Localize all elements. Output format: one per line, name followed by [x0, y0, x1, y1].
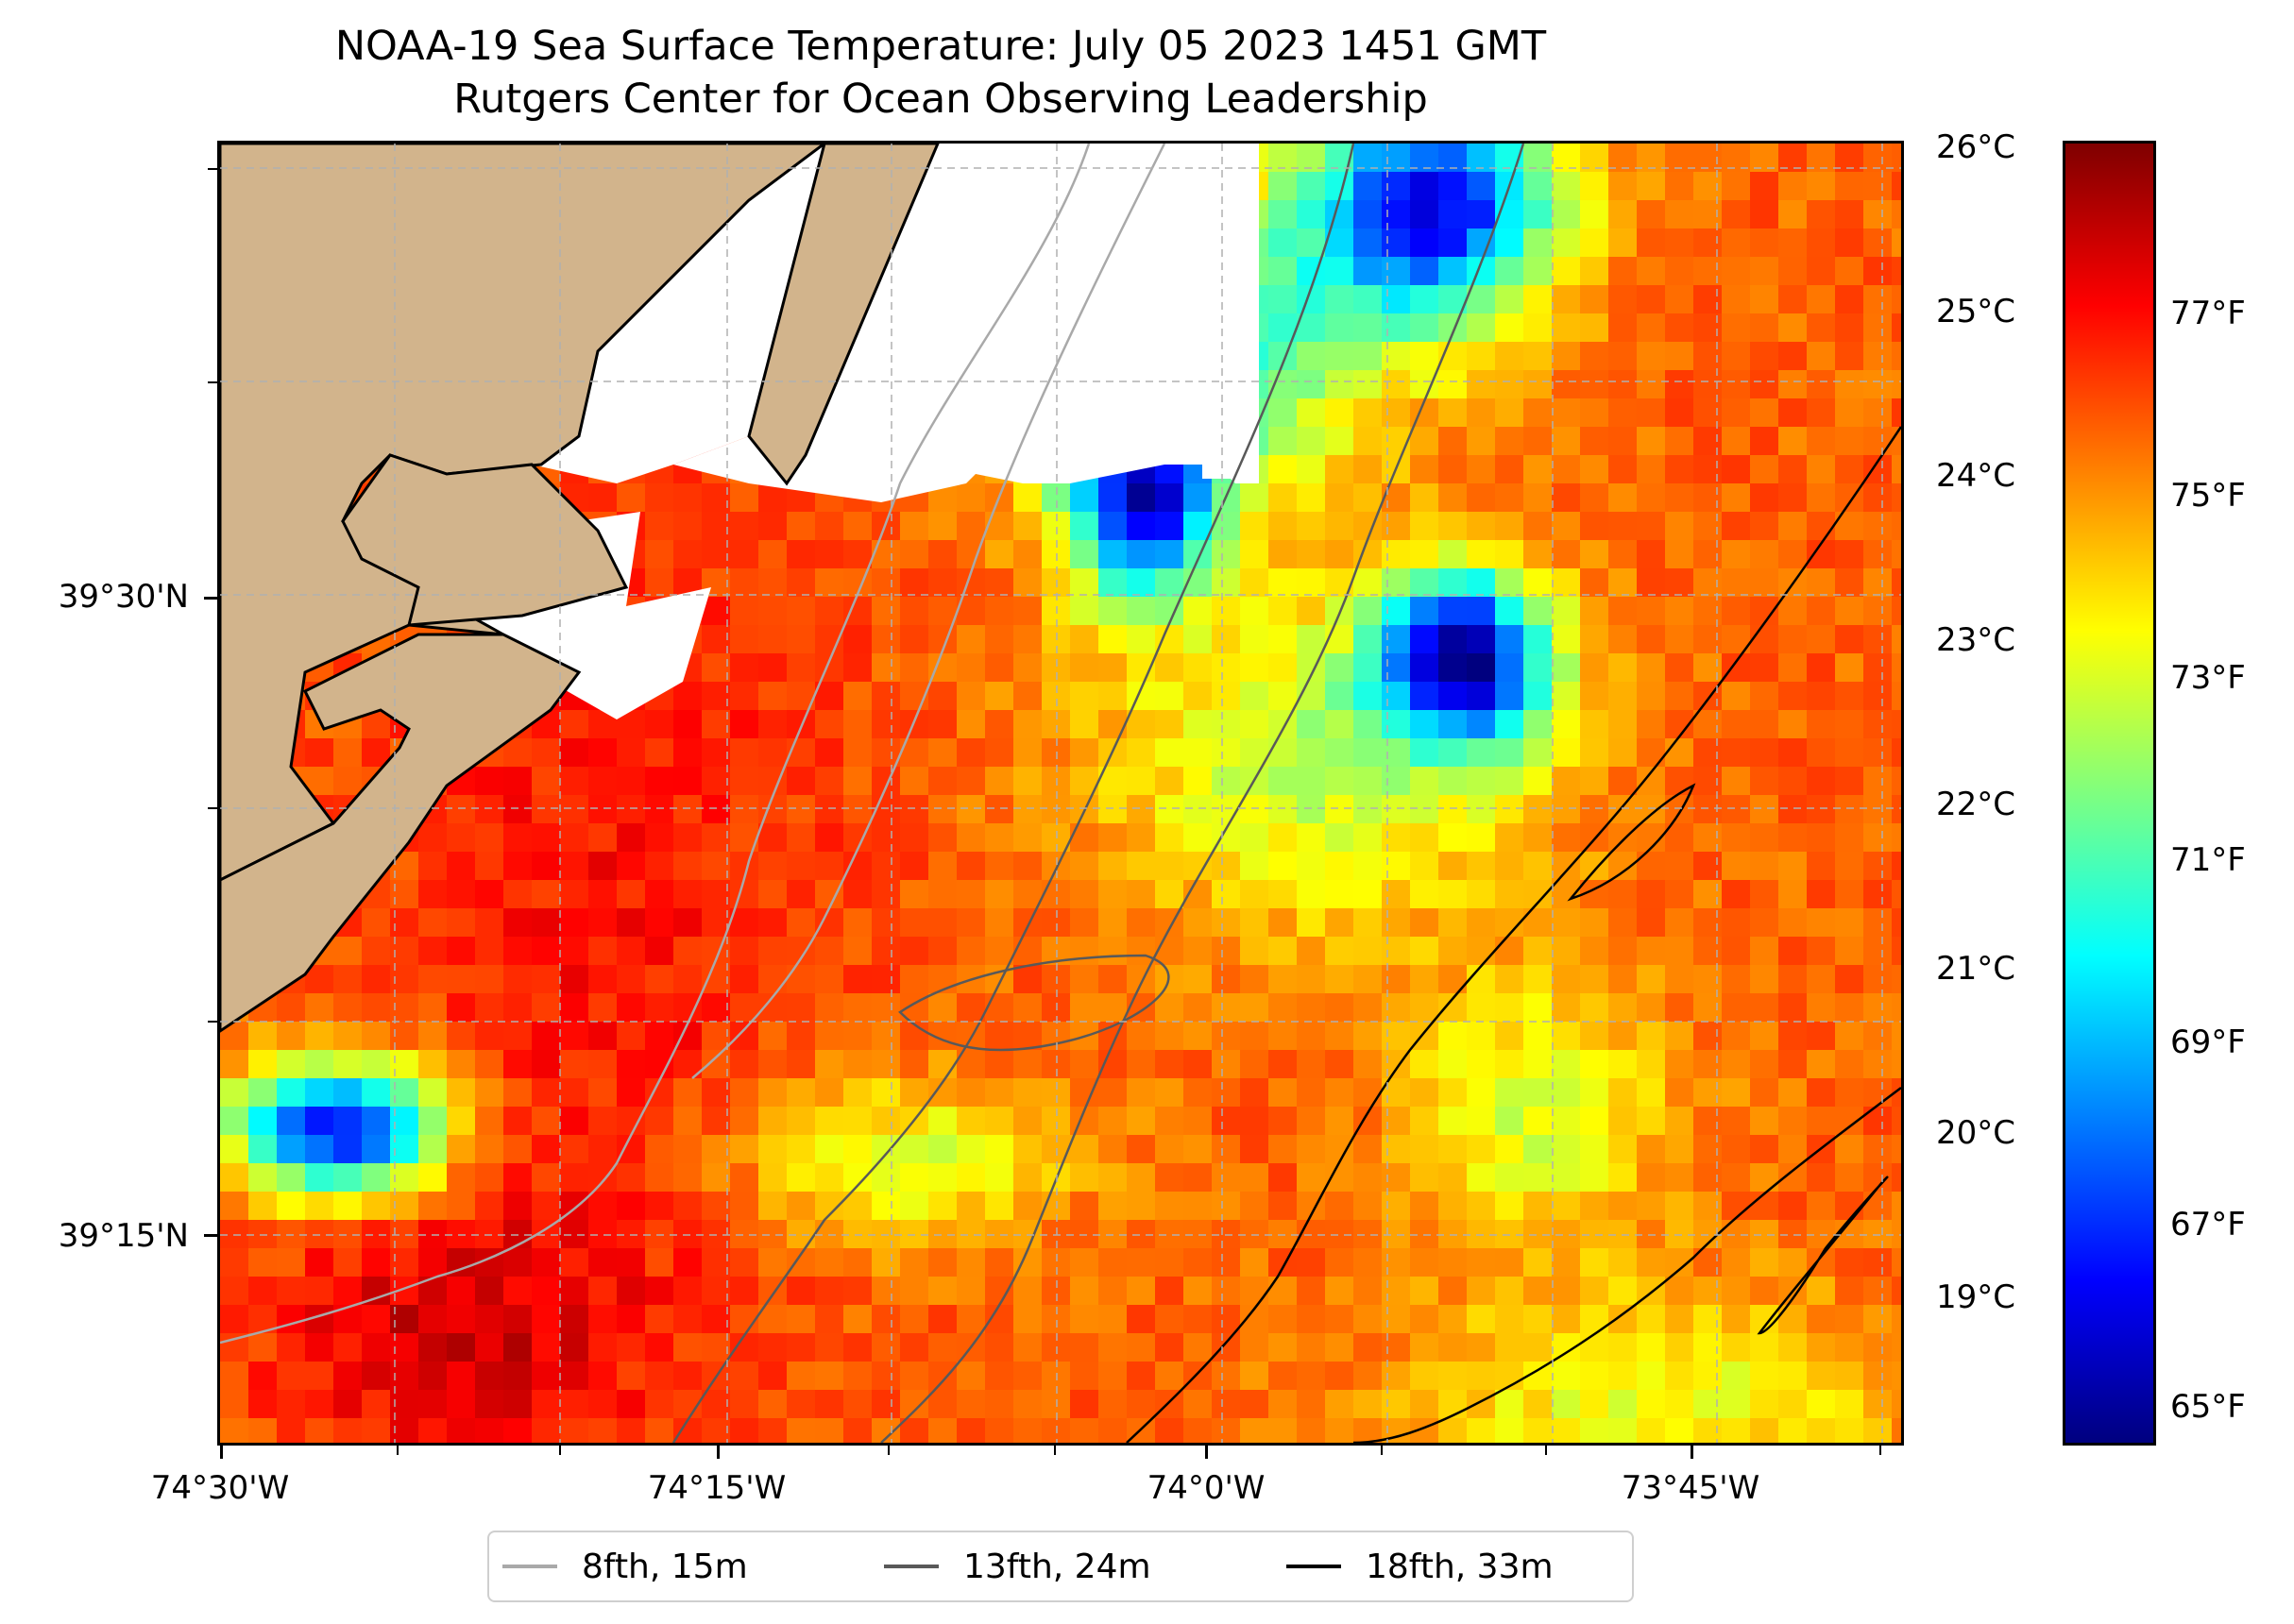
lon-tick [717, 1446, 720, 1459]
lon-minor-tick [1054, 1446, 1056, 1455]
contour-15m-b [691, 144, 1166, 1079]
lon-minor-tick [888, 1446, 890, 1455]
lon-tick [1205, 1446, 1208, 1459]
gridlines [220, 144, 1901, 1443]
cb-fahrenheit-69: 69°F [2170, 1023, 2246, 1061]
contour-33m-b [1352, 1087, 1901, 1443]
contour-legend: 8fth, 15m 13fth, 24m 18fth, 33m [487, 1531, 1634, 1602]
land [220, 144, 940, 1033]
cb-celsius-19: 19°C [1936, 1278, 2016, 1316]
legend-line-24m [884, 1565, 939, 1568]
cb-fahrenheit-73: 73°F [2170, 659, 2246, 697]
barrier-island [747, 144, 940, 486]
legend-item-15m: 8fth, 15m [502, 1532, 748, 1600]
cb-fahrenheit-75: 75°F [2170, 477, 2246, 515]
lon-tick [1691, 1446, 1693, 1459]
contour-33m-c [1757, 1176, 1889, 1335]
legend-label-24m: 13fth, 24m [963, 1547, 1151, 1586]
temperature-colorbar [2063, 141, 2156, 1446]
lon-minor-tick [1381, 1446, 1383, 1455]
coastline-mid [341, 453, 629, 627]
cb-celsius-22: 22°C [1936, 786, 2016, 823]
legend-item-33m: 18fth, 33m [1286, 1532, 1554, 1600]
lat-tick [204, 1234, 217, 1237]
lon-tick [220, 1446, 223, 1459]
cb-celsius-20: 20°C [1936, 1114, 2016, 1152]
cb-fahrenheit-65: 65°F [2170, 1388, 2246, 1426]
cb-celsius-26: 26°C [1936, 128, 2016, 166]
sst-map [217, 141, 1904, 1446]
lon-label-74-0: 74°0'W [1147, 1469, 1266, 1507]
cb-celsius-24: 24°C [1936, 457, 2016, 495]
lat-minor-tick [208, 1021, 217, 1023]
lon-label-73-45: 73°45'W [1621, 1469, 1760, 1507]
lat-minor-tick [208, 807, 217, 809]
lat-label-39-30: 39°30'N [58, 578, 189, 616]
lat-minor-tick [208, 381, 217, 383]
legend-label-33m: 18fth, 33m [1366, 1547, 1554, 1586]
contour-24m-c [898, 954, 1170, 1052]
lat-label-39-15: 39°15'N [58, 1217, 189, 1255]
lon-minor-tick [1879, 1446, 1881, 1455]
lat-tick [204, 597, 217, 600]
lon-minor-tick [1545, 1446, 1547, 1455]
map-subtitle: Rutgers Center for Ocean Observing Leade… [453, 76, 1428, 123]
legend-label-15m: 8fth, 15m [582, 1547, 748, 1586]
lon-minor-tick [559, 1446, 561, 1455]
lon-minor-tick [397, 1446, 399, 1455]
lat-minor-tick [208, 168, 217, 170]
coastline-north [220, 144, 827, 882]
lon-label-74-30: 74°30'W [150, 1469, 290, 1507]
cb-fahrenheit-71: 71°F [2170, 841, 2246, 879]
legend-line-33m [1286, 1565, 1341, 1568]
contour-24m-b [880, 144, 1525, 1443]
cb-celsius-25: 25°C [1936, 293, 2016, 330]
sst-map-canvas [220, 144, 1901, 1443]
contour-24m [671, 144, 1355, 1443]
contour-15m [220, 144, 1091, 1345]
cb-fahrenheit-77: 77°F [2170, 295, 2246, 332]
legend-item-24m: 13fth, 24m [884, 1532, 1151, 1600]
contour-33m-d [1567, 783, 1696, 902]
cb-fahrenheit-67: 67°F [2170, 1206, 2246, 1243]
cb-celsius-21: 21°C [1936, 950, 2016, 988]
map-title: NOAA-19 Sea Surface Temperature: July 05… [334, 23, 1547, 70]
cb-celsius-23: 23°C [1936, 621, 2016, 659]
legend-line-15m [502, 1565, 557, 1568]
lon-label-74-15: 74°15'W [647, 1469, 787, 1507]
coastline-south [220, 633, 582, 1033]
contour-33m [1126, 426, 1901, 1443]
